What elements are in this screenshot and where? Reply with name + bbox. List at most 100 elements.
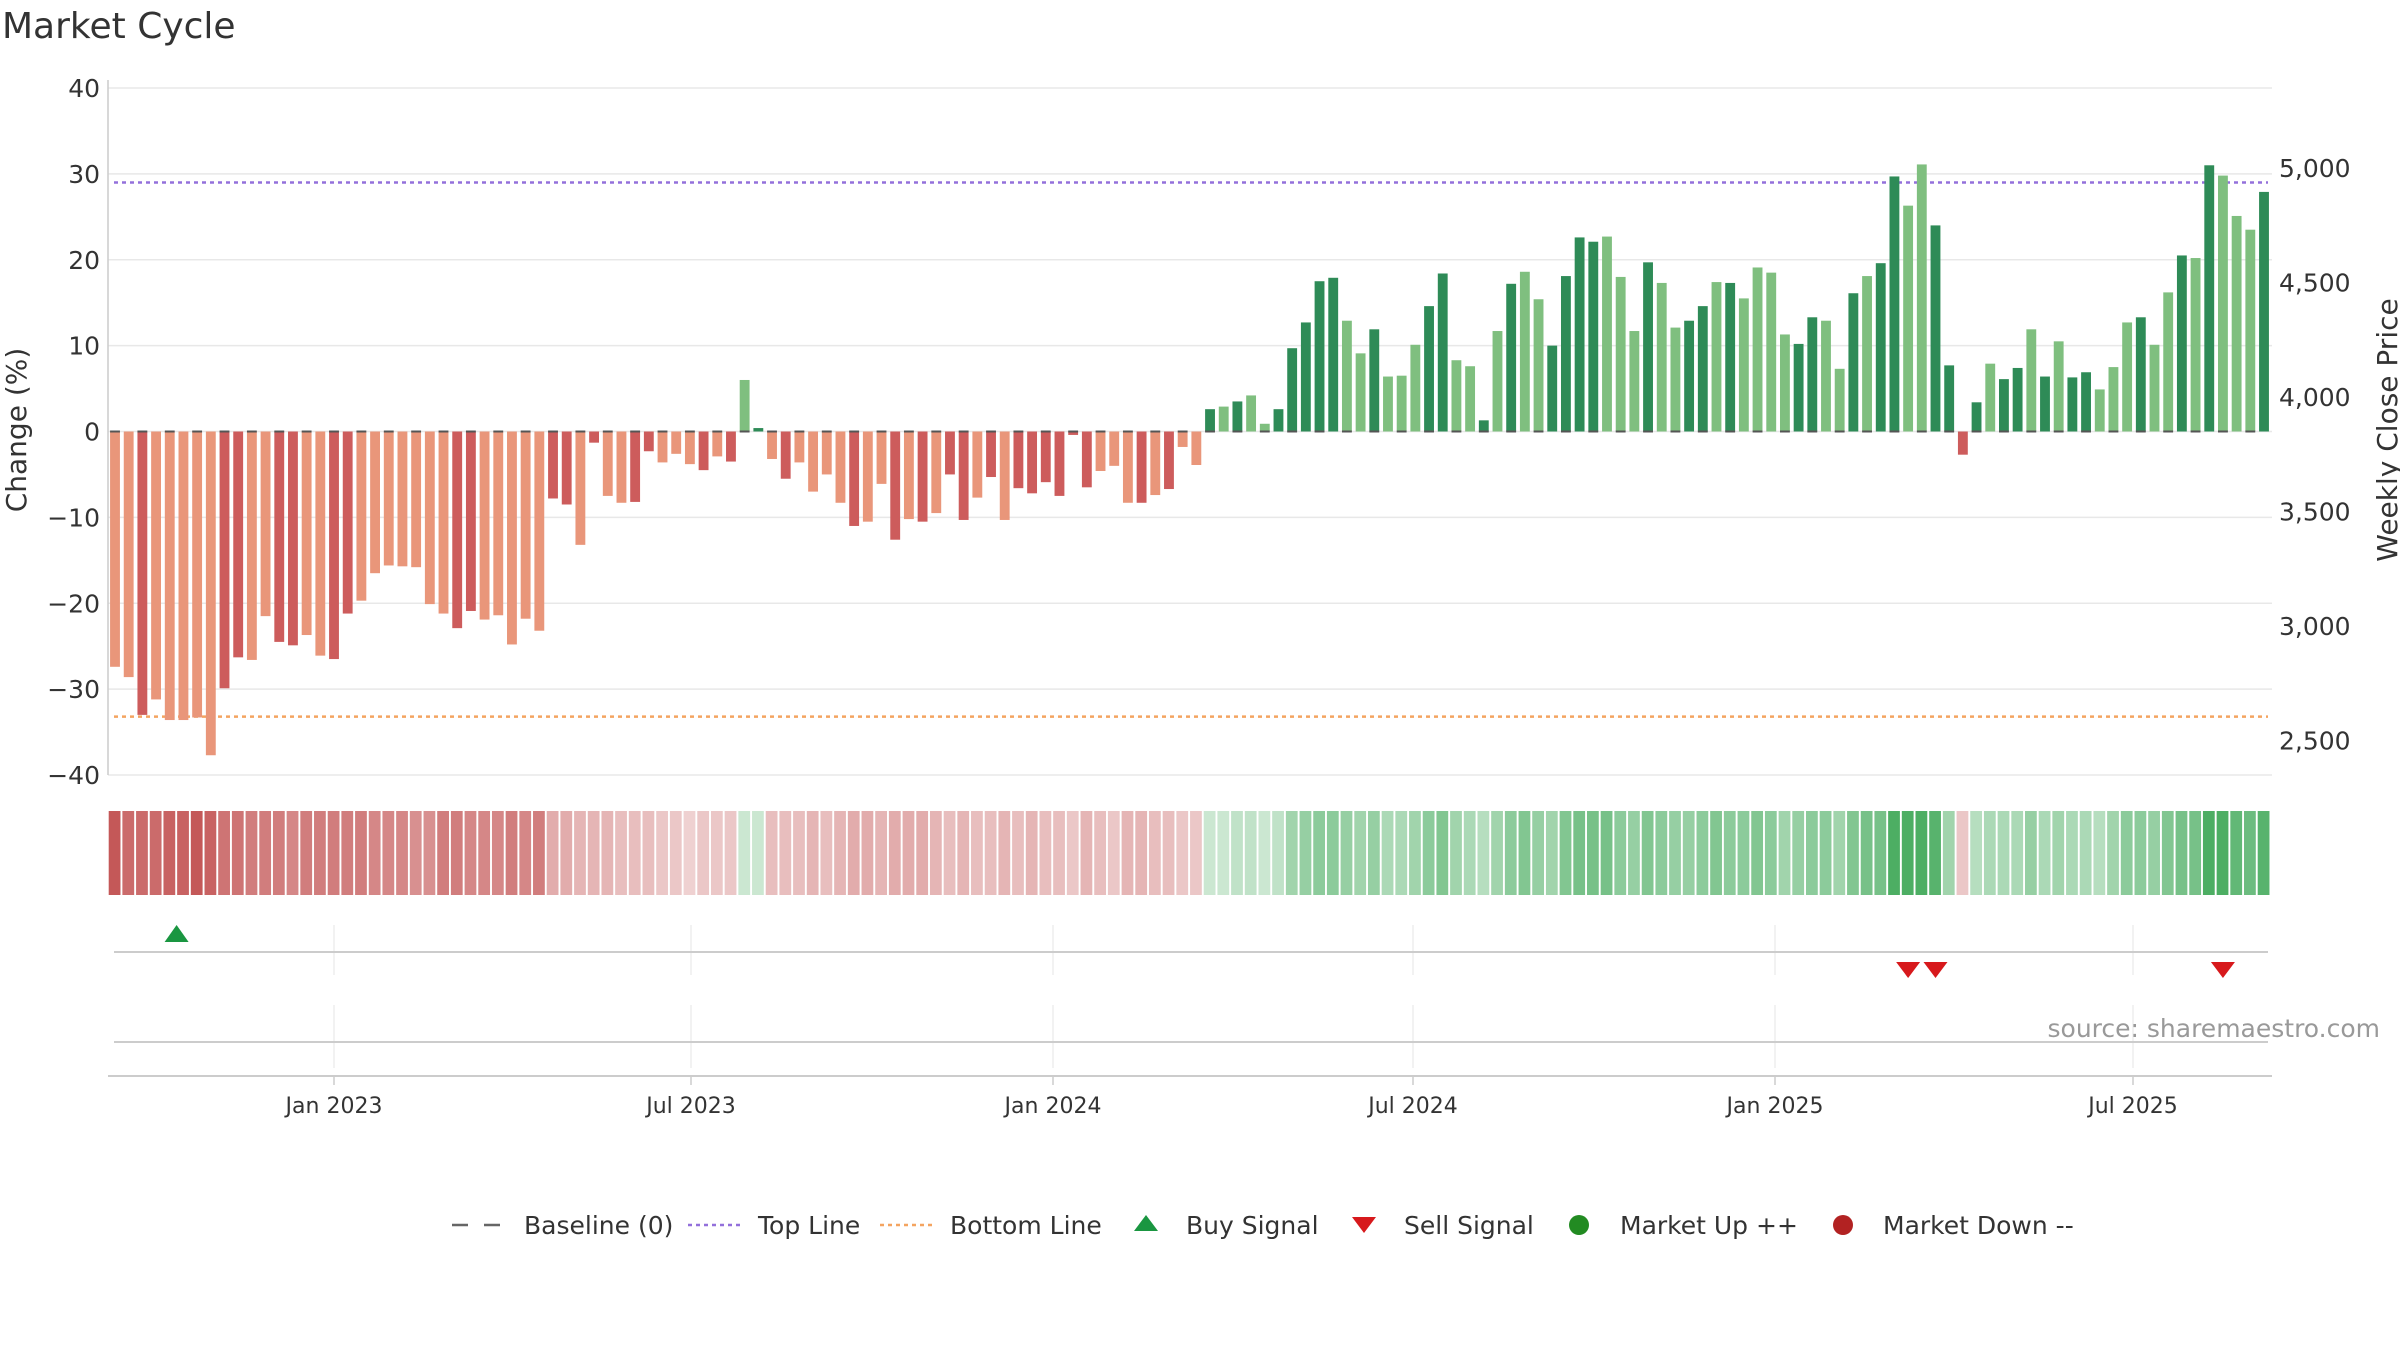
bar [1465,366,1476,432]
band-cell [1395,811,1408,895]
gridlines [108,87,2272,1068]
color-band [108,811,2270,895]
bar [1383,376,1393,432]
bar [137,431,148,715]
bar [1081,431,1092,488]
bar [315,431,326,656]
signal-panel [114,925,2268,1043]
band-cell [368,811,381,895]
band-cell [1628,811,1640,895]
band-cell [1847,811,1859,895]
band-cell [1504,811,1517,895]
band-cell [683,811,696,895]
bar [1164,431,1174,490]
band-cell [478,811,491,895]
band-cell [1340,811,1353,895]
bar [2176,255,2187,432]
band-cell [957,811,970,895]
band-cell [1573,811,1586,895]
bar [945,431,955,475]
band-cell [587,811,600,895]
band-cell [1545,811,1558,895]
bar [1095,431,1106,472]
bar [520,431,531,619]
bar [2067,377,2078,432]
band-cell [1313,811,1326,895]
band-cell [820,811,833,895]
band-cell [245,811,258,895]
band-cell [1723,811,1736,895]
bar [1218,406,1229,432]
y2-tick-label: 4,000 [2279,383,2351,412]
band-cell [1888,811,1900,895]
legend-sell-icon [1352,1217,1376,1233]
bar [602,431,613,496]
bar [534,431,545,631]
x-tick-label: Jul 2023 [644,1094,736,1119]
bar [1013,431,1024,489]
bar [821,431,832,475]
bar [1027,431,1038,494]
band-cell [2052,811,2065,895]
bar [164,431,175,721]
bar [260,431,271,617]
band-cell [1121,811,1134,895]
bar [767,431,777,459]
x-tick-label: Jul 2024 [1366,1094,1458,1119]
bar [1341,320,1352,432]
bar [1766,272,1777,432]
sell-signal-marker [2210,962,2235,978]
bar [1205,409,1215,432]
band-cell [2134,811,2147,895]
bar [684,431,695,465]
bar [397,431,408,567]
band-cell [642,811,655,895]
band-cell [1285,811,1298,895]
bar [1246,395,1257,432]
band-cell [382,811,395,895]
band-cell [2148,811,2160,895]
reference-lines [114,181,2268,718]
bar [794,431,805,463]
bar [2259,191,2269,432]
band-cell [2011,811,2024,895]
band-cell [793,811,805,895]
y-tick-label: −40 [47,761,100,790]
band-cell [546,811,559,895]
band-cell [2202,811,2215,895]
band-cell [929,811,942,895]
bar [903,431,914,520]
band-cell [286,811,299,895]
bar [849,431,860,526]
bar [424,431,435,605]
bar-series [110,164,2269,756]
bar [1889,176,1900,432]
band-cell [779,811,792,895]
band-cell [916,811,929,895]
bar [999,431,1010,520]
bar [1122,431,1133,503]
bar [1300,322,1311,432]
x-tick-label: Jul 2025 [2086,1094,2178,1119]
chart-title: Market Cycle [2,6,236,47]
bar [1656,282,1667,432]
bar [1273,409,1284,432]
bar [1875,263,1886,432]
bar [465,431,476,611]
bar [561,431,572,505]
band-cell [190,811,203,895]
band-cell [888,811,901,895]
band-cell [1354,811,1367,895]
band-cell [1367,811,1380,895]
bar [2218,175,2228,432]
band-cell [806,811,819,895]
bar [2053,341,2064,432]
y-tick-label: 10 [68,332,100,361]
band-cell [574,811,586,895]
bar [1862,276,1872,432]
band-cell [710,811,723,895]
y-tick-label: −20 [47,589,100,618]
band-cell [259,811,272,895]
bar [1328,277,1339,432]
band-cell [1983,811,1996,895]
